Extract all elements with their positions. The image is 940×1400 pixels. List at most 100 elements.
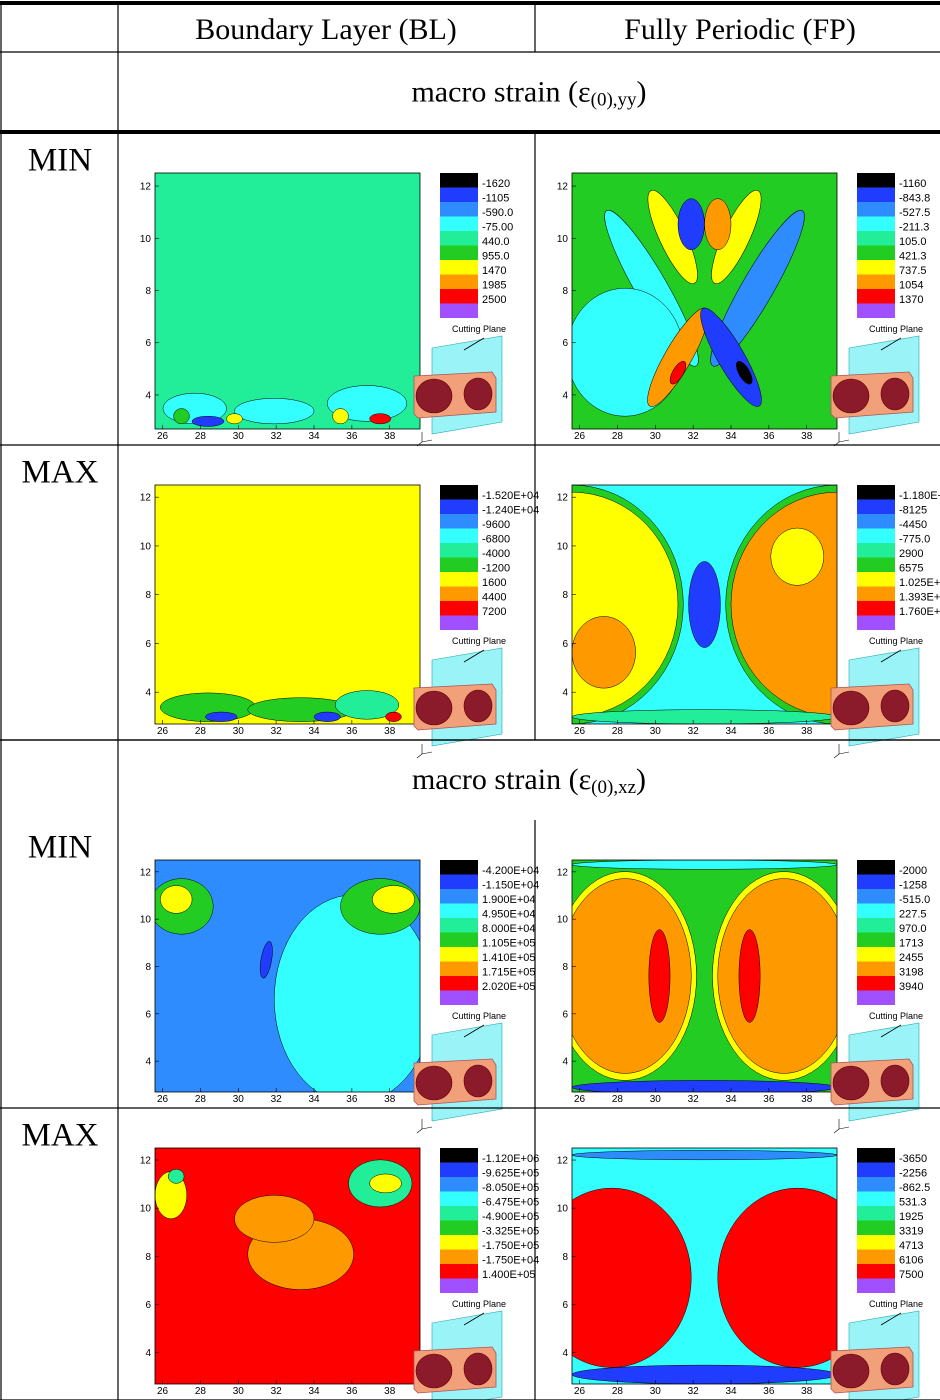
legend-label: -843.8 (899, 192, 930, 204)
cutting-plane-icon: Cutting Plane (414, 324, 506, 446)
legend-label: 1713 (899, 937, 923, 949)
inset-label: Cutting Plane (869, 636, 923, 646)
legend-swatch (857, 860, 895, 875)
legend-swatch (857, 231, 895, 246)
inset-label: Cutting Plane (452, 1011, 506, 1021)
contour-region (333, 409, 349, 424)
legend-label: 1.900E+04 (482, 894, 536, 906)
legend-swatch (857, 889, 895, 904)
legend-label: -1.240E+04 (482, 504, 539, 516)
legend-swatch (857, 918, 895, 933)
inset-label: Cutting Plane (869, 1299, 923, 1309)
inclusion (416, 691, 452, 725)
axis-triad (417, 432, 432, 446)
legend-label: -1620 (482, 178, 510, 190)
legend-swatch (857, 485, 895, 500)
legend-label: -75.00 (482, 221, 513, 233)
y-tick-label: 10 (557, 234, 569, 245)
inclusion (881, 690, 909, 722)
y-tick-label: 10 (140, 541, 152, 552)
contour-region (689, 561, 721, 647)
legend-swatch (857, 1148, 895, 1163)
x-tick-label: 26 (157, 431, 169, 442)
legend-swatch (857, 202, 895, 217)
legend-swatch (857, 188, 895, 203)
inclusion (416, 379, 452, 413)
legend-swatch (857, 260, 895, 275)
contour-plot (532, 1148, 877, 1384)
y-tick-label: 6 (562, 1300, 568, 1311)
legend-swatch (857, 543, 895, 558)
legend-label: -515.0 (899, 894, 930, 906)
x-tick-label: 32 (688, 726, 700, 737)
legend-swatch (440, 1250, 478, 1265)
x-tick-label: 34 (725, 1386, 737, 1397)
inclusion (464, 1065, 492, 1097)
x-tick-label: 30 (233, 1386, 245, 1397)
inclusion (833, 1354, 869, 1388)
contour-region (771, 528, 824, 585)
contour-region (386, 712, 402, 722)
legend-label: 1.410E+05 (482, 952, 536, 964)
y-tick-label: 12 (140, 182, 152, 193)
legend-label: -8125 (899, 504, 927, 516)
legend-label: 970.0 (899, 923, 927, 935)
contour-region (160, 886, 192, 914)
legend-label: -1.750E+04 (482, 1254, 539, 1266)
x-tick-label: 28 (612, 1094, 624, 1105)
legend-label: -1.520E+04 (482, 490, 539, 502)
legend-swatch (857, 904, 895, 919)
legend-swatch (440, 543, 478, 558)
legend-swatch (857, 304, 895, 319)
x-tick-label: 26 (157, 1094, 169, 1105)
legend-label: 3198 (899, 966, 923, 978)
legend-swatch (440, 616, 478, 631)
column-header: Fully Periodic (FP) (624, 13, 856, 46)
inclusion (833, 1066, 869, 1100)
row-label: MAX (21, 455, 98, 491)
y-tick-label: 4 (562, 390, 568, 401)
legend-swatch (440, 1221, 478, 1236)
contour-plot (553, 860, 855, 1094)
contour-region (705, 199, 732, 250)
y-tick-label: 10 (140, 234, 152, 245)
x-tick-label: 34 (725, 726, 737, 737)
legend-label: 7200 (482, 606, 506, 618)
y-tick-label: 12 (140, 867, 152, 878)
x-tick-label: 32 (688, 1094, 700, 1105)
legend-swatch (440, 1177, 478, 1192)
legend-swatch (440, 173, 478, 188)
contour-plot (155, 485, 420, 724)
legend-label: -1105 (482, 192, 509, 204)
axis-triad (834, 744, 849, 758)
legend-label: 737.5 (899, 265, 927, 277)
x-tick-label: 30 (650, 1386, 662, 1397)
x-tick-label: 28 (612, 431, 624, 442)
legend-label: -3.325E+05 (482, 1225, 539, 1237)
contour-region (372, 886, 414, 914)
legend-swatch (857, 991, 895, 1006)
y-tick-label: 10 (557, 541, 569, 552)
inclusion (464, 378, 492, 410)
legend-label: 1600 (482, 577, 506, 589)
legend-swatch (440, 1192, 478, 1207)
x-tick-label: 28 (195, 1094, 207, 1105)
legend-swatch (440, 289, 478, 304)
x-tick-label: 28 (612, 726, 624, 737)
legend-label: 1.105E+05 (482, 937, 536, 949)
y-tick-label: 8 (145, 1252, 151, 1263)
legend-label: -3650 (899, 1153, 927, 1165)
x-tick-label: 38 (801, 726, 813, 737)
contour-region (174, 409, 190, 424)
x-tick-label: 38 (384, 726, 396, 737)
y-tick-label: 6 (145, 639, 151, 650)
legend-label: -1258 (899, 879, 927, 891)
legend-label: -1.120E+06 (482, 1153, 539, 1165)
x-tick-label: 26 (157, 1386, 169, 1397)
contour-region (227, 414, 243, 424)
legend-swatch (440, 1264, 478, 1279)
x-tick-label: 30 (650, 1094, 662, 1105)
legend-swatch (440, 558, 478, 573)
legend-label: 955.0 (482, 250, 510, 262)
legend-swatch (857, 616, 895, 631)
